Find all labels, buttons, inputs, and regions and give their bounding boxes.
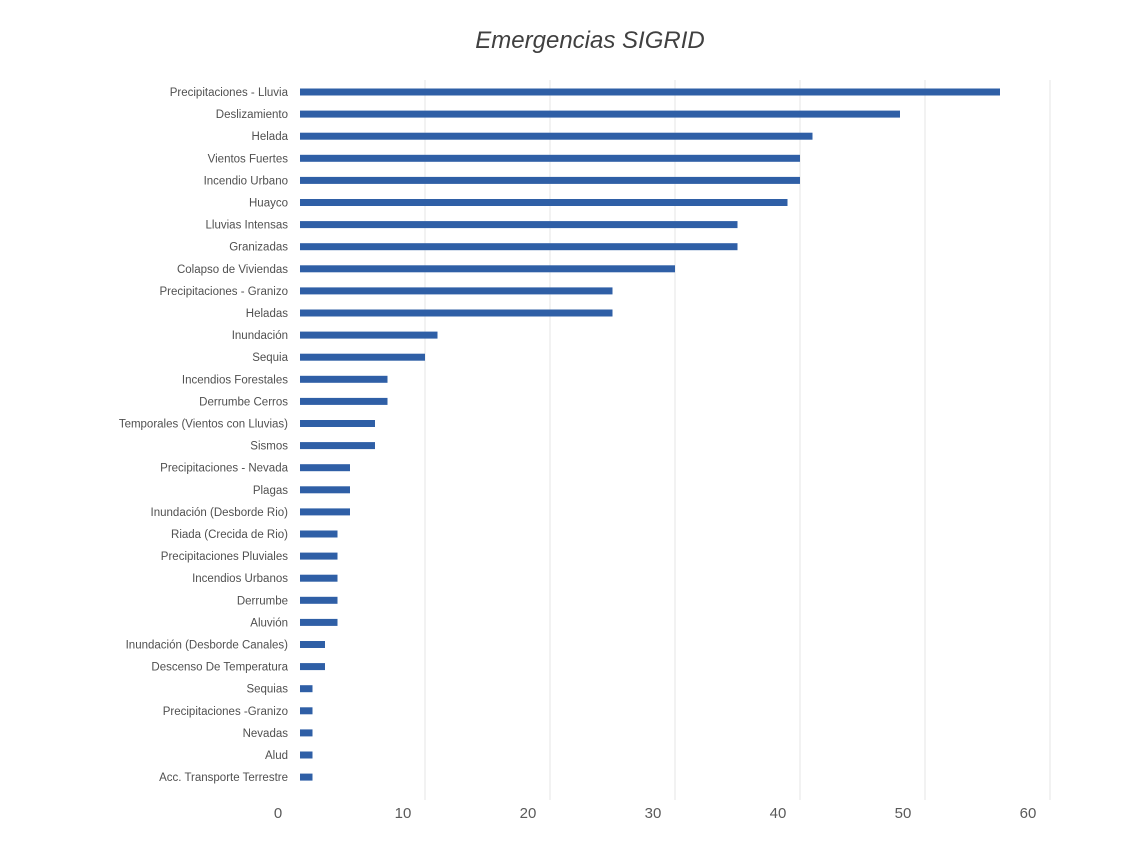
category-label: Precipitaciones Pluviales [161,551,288,563]
bar [300,110,900,118]
bars [300,88,1000,781]
category-label: Incendio Urbano [204,175,288,187]
category-label: Sismos [250,441,288,453]
bar [300,464,350,472]
category-label: Incendios Urbanos [192,573,288,585]
category-label: Riada (Crecida de Rio) [171,529,288,541]
x-tick-label: 40 [770,805,787,822]
category-label: Aluvión [250,617,288,629]
category-label: Derrumbe Cerros [199,396,288,408]
category-label: Inundación (Desborde Rio) [151,507,289,519]
bar [300,486,350,494]
category-label: Precipitaciones - Nevada [160,463,288,475]
bar [300,265,675,273]
category-label: Descenso De Temperatura [151,662,288,674]
category-label: Sequias [246,684,288,696]
x-tick-label: 60 [1020,805,1037,822]
category-label: Sequia [252,352,288,364]
x-tick-label: 20 [520,805,537,822]
x-tick-label: 10 [395,805,412,822]
category-label: Inundación (Desborde Canales) [126,640,289,652]
category-label: Plagas [253,485,288,497]
bar [300,751,313,759]
bar [300,287,613,295]
bar [300,618,338,626]
bar [300,132,813,140]
bar [300,199,788,206]
category-label: Lluvias Intensas [206,220,289,232]
bar [300,596,338,604]
chart-title: Emergencias SIGRID [475,27,704,54]
category-label: Deslizamiento [216,109,288,121]
category-label: Precipitaciones - Granizo [160,286,288,298]
x-tick-label: 30 [645,805,662,822]
bar [300,773,313,781]
bar [300,397,388,405]
category-label: Temporales (Vientos con Lluvias) [119,419,288,431]
category-label: Precipitaciones - Lluvia [170,87,289,99]
bar [300,707,313,715]
bar [300,88,1000,96]
category-label: Incendios Forestales [182,374,288,386]
category-labels: Precipitaciones - Lluvia Deslizamiento Hel… [119,87,289,784]
bar [300,154,800,162]
category-label: Heladas [246,308,288,320]
bar [300,641,325,648]
category-label: Precipitaciones -Granizo [163,706,288,718]
bar [300,176,800,184]
category-label: Derrumbe [237,595,288,607]
bar [300,353,425,361]
bar [300,508,350,516]
bar [300,663,325,671]
x-tick-label: 0 [274,805,282,822]
x-tick-label: 50 [895,805,912,822]
category-label: Colapso de Viviendas [177,264,288,276]
bar [300,243,738,251]
bar [300,420,375,427]
category-label: Inundación [232,330,288,342]
bar [300,331,438,339]
bar [300,221,738,229]
bar [300,309,613,317]
category-label: Vientos Fuertes [208,153,289,165]
bar [300,530,338,538]
gridlines [424,80,1051,800]
bar [300,375,388,383]
category-label: Granizadas [229,242,288,254]
bar [300,442,375,450]
bar [300,729,313,737]
category-label: Helada [252,131,289,143]
x-axis-tick-labels: 0 10 20 30 40 50 60 [274,805,1037,822]
bar [300,552,338,560]
category-label: Nevadas [243,728,289,740]
category-label: Acc. Transporte Terrestre [159,772,288,784]
category-label: Alud [265,750,288,762]
bar [300,574,338,582]
category-label: Huayco [249,198,288,210]
bar [300,685,313,693]
